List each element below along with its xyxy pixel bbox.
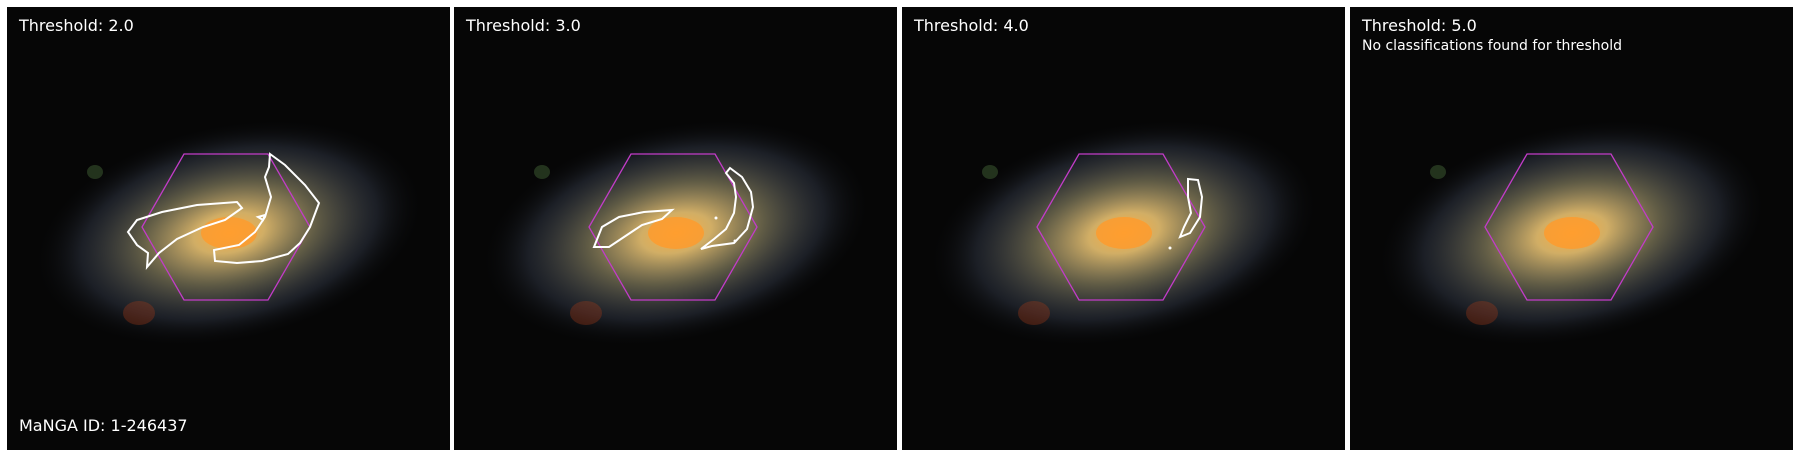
image-panel-threshold-3: Threshold: 3.0	[454, 7, 897, 450]
threshold-label: Threshold: 3.0	[466, 16, 581, 35]
contour-line	[126, 200, 244, 270]
contour-line	[1178, 177, 1204, 239]
contour-line	[592, 208, 675, 248]
image-panel-threshold-2: Threshold: 2.0 MaNGA ID: 1-246437	[7, 7, 450, 450]
image-panel-threshold-4: Threshold: 4.0	[902, 7, 1345, 450]
galaxy-image	[902, 7, 1345, 450]
contour-dot	[714, 216, 718, 220]
hexagon-outline	[141, 153, 311, 301]
contour-dot	[733, 239, 737, 243]
hexagon-outline	[1036, 153, 1206, 301]
contour-line	[255, 213, 267, 222]
threshold-label: Threshold: 5.0	[1362, 16, 1477, 35]
contour-dot	[1168, 246, 1172, 250]
galaxy-image	[454, 7, 897, 450]
threshold-label: Threshold: 2.0	[19, 16, 134, 35]
hexagon-outline	[588, 153, 758, 301]
galaxy-image	[1350, 7, 1793, 450]
no-classification-note: No classifications found for threshold	[1362, 38, 1622, 54]
image-panel-threshold-5: Threshold: 5.0 No classifications found …	[1350, 7, 1793, 450]
contour-line	[700, 166, 755, 250]
galaxy-image	[7, 7, 450, 450]
manga-id-label: MaNGA ID: 1-246437	[19, 416, 188, 435]
contour-line	[212, 152, 321, 265]
hexagon-outline	[1484, 153, 1654, 301]
threshold-label: Threshold: 4.0	[914, 16, 1029, 35]
